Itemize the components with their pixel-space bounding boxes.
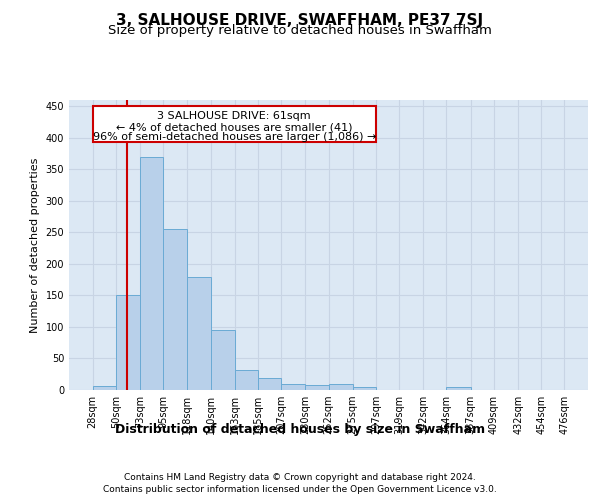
Bar (187, 276, 211, 390)
Bar (329, 384, 353, 390)
Text: Contains HM Land Registry data © Crown copyright and database right 2024.: Contains HM Land Registry data © Crown c… (124, 472, 476, 482)
Bar (446, 388, 470, 390)
Text: Size of property relative to detached houses in Swaffham: Size of property relative to detached ho… (108, 24, 492, 37)
Bar (281, 384, 305, 390)
Bar (163, 229, 187, 390)
FancyBboxPatch shape (92, 106, 376, 142)
Bar (92, 386, 116, 390)
Y-axis label: Number of detached properties: Number of detached properties (30, 158, 40, 332)
Text: 96% of semi-detached houses are larger (1,086) →: 96% of semi-detached houses are larger (… (92, 132, 376, 142)
Text: ← 4% of detached houses are smaller (41): ← 4% of detached houses are smaller (41) (116, 122, 352, 132)
Bar (305, 385, 329, 390)
Text: 3 SALHOUSE DRIVE: 61sqm: 3 SALHOUSE DRIVE: 61sqm (157, 111, 311, 121)
Text: 3, SALHOUSE DRIVE, SWAFFHAM, PE37 7SJ: 3, SALHOUSE DRIVE, SWAFFHAM, PE37 7SJ (116, 12, 484, 28)
Bar (140, 156, 163, 390)
Bar (116, 296, 140, 390)
Bar (211, 330, 235, 390)
Bar (353, 388, 376, 390)
Text: Distribution of detached houses by size in Swaffham: Distribution of detached houses by size … (115, 422, 485, 436)
Text: Contains public sector information licensed under the Open Government Licence v3: Contains public sector information licen… (103, 485, 497, 494)
Bar (258, 378, 281, 390)
Bar (235, 370, 258, 390)
